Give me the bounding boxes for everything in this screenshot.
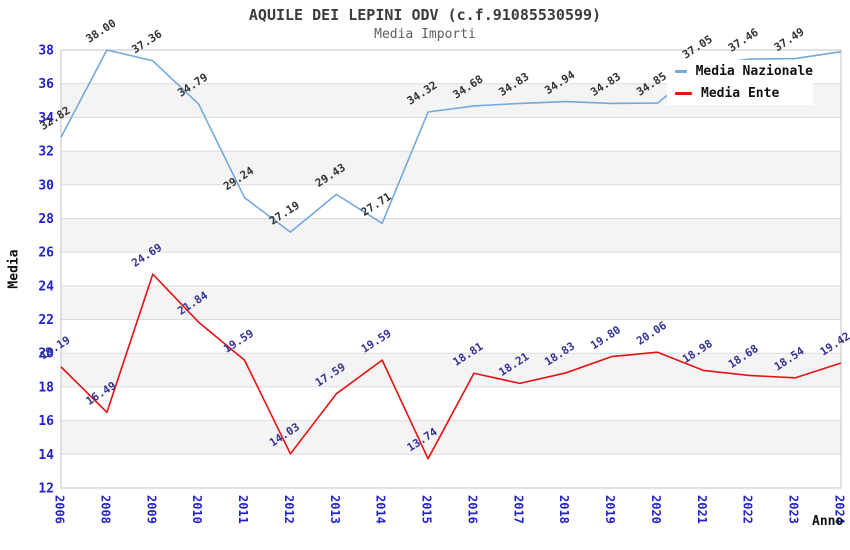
y-tick-label: 16	[38, 414, 54, 429]
y-tick-label: 28	[38, 212, 54, 227]
x-axis-title: Anno	[812, 514, 844, 529]
y-tick-label: 14	[38, 448, 54, 463]
series-line-media-ente	[60, 273, 842, 460]
legend-line-sample-red	[675, 92, 692, 95]
data-label: 37.36	[129, 27, 164, 56]
y-tick-label: 26	[38, 246, 54, 261]
chart-title: AQUILE DEI LEPINI ODV (c.f.91085530599)	[248, 6, 602, 24]
x-tick-label: 2013	[328, 495, 342, 524]
x-tick-label: 2019	[603, 495, 617, 524]
data-label: 38.00	[84, 17, 119, 46]
y-tick-label: 38	[38, 44, 54, 59]
data-label: 27.71	[359, 190, 394, 219]
y-tick-label: 34	[38, 111, 54, 126]
legend-item-media-nazionale: Media Nazionale	[675, 64, 813, 79]
data-label: 19.59	[359, 327, 394, 356]
x-tick-label: 2012	[282, 495, 296, 524]
legend-label-media-nazionale: Media Nazionale	[695, 64, 813, 79]
band	[61, 151, 841, 185]
data-label: 20.06	[634, 319, 669, 348]
legend-item-media-ente: Media Ente	[675, 86, 813, 101]
x-tick-label: 2017	[511, 495, 525, 524]
x-tick-label: 2011	[236, 495, 250, 524]
data-label: 19.80	[588, 323, 623, 352]
y-tick-label: 22	[38, 313, 54, 328]
y-tick-label: 36	[38, 77, 54, 92]
legend-line-sample-blue	[675, 70, 687, 73]
band	[61, 285, 841, 320]
legend: Media Nazionale Media Ente	[667, 60, 813, 105]
x-tick-label: 2020	[649, 495, 663, 524]
data-label: 19.59	[221, 327, 256, 356]
x-tick-label: 2014	[374, 495, 388, 524]
data-label: 37.05	[680, 33, 715, 62]
chart-subtitle: Media Importi	[374, 27, 476, 42]
y-tick-label: 30	[38, 178, 54, 193]
x-tick-label: 2016	[465, 495, 479, 524]
y-tick-label: 32	[38, 145, 54, 160]
x-tick-label: 2015	[420, 495, 434, 524]
legend-label-media-ente: Media Ente	[701, 86, 780, 101]
x-tick-label: 2006	[53, 495, 67, 524]
x-tick-label: 2008	[98, 495, 112, 524]
y-tick-label: 20	[38, 347, 54, 362]
band	[61, 353, 841, 387]
x-tick-label: 2009	[144, 495, 158, 524]
x-tick-label: 2018	[557, 495, 571, 524]
x-tick-label: 2021	[695, 495, 709, 524]
y-tick-label: 24	[38, 279, 54, 294]
x-tick-label: 2023	[787, 495, 801, 524]
data-label: 32.82	[38, 104, 73, 133]
x-tick-label: 2022	[741, 495, 755, 524]
x-tick-label: 2010	[190, 495, 204, 524]
y-axis-title: Media	[6, 249, 22, 289]
y-tick-label: 18	[38, 380, 54, 395]
x-tick-label: 2024	[833, 495, 847, 524]
y-tick-label: 12	[38, 482, 54, 497]
plot-border	[60, 49, 842, 489]
band	[61, 420, 841, 455]
band	[61, 218, 841, 253]
